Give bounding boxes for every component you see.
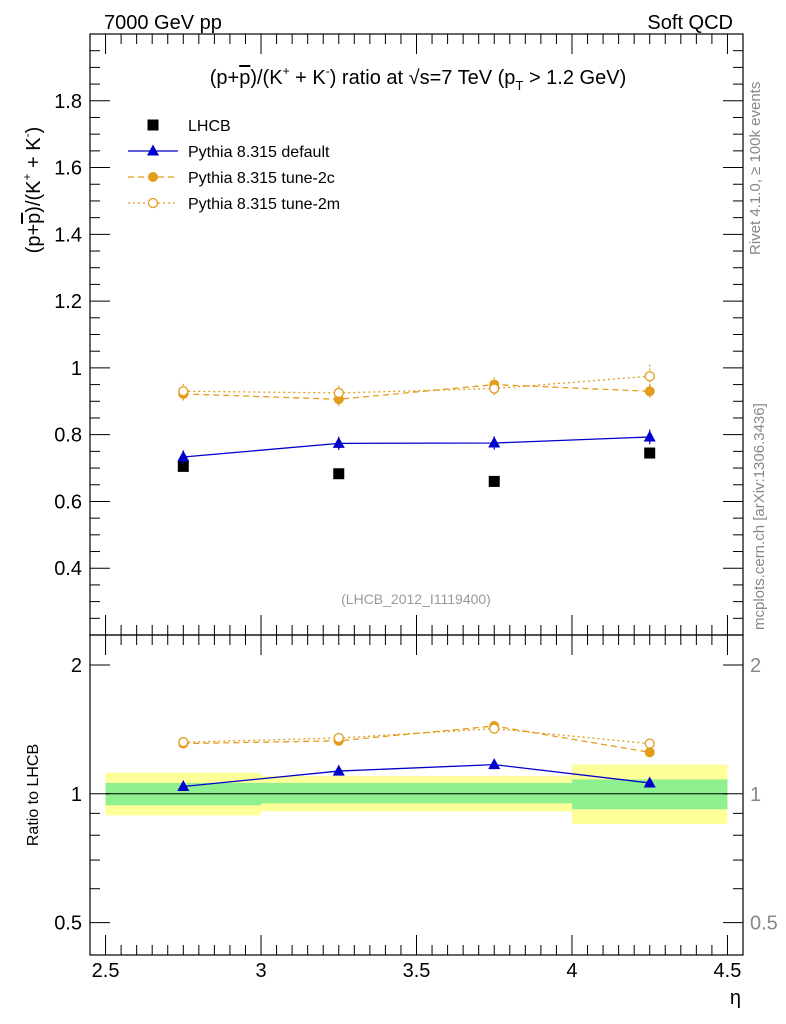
ratio-y-tick-label: 1	[71, 784, 82, 806]
main-series-0	[177, 447, 656, 487]
main-data-point	[643, 430, 656, 442]
main-y-tick-label: 1.6	[54, 158, 82, 180]
ratio-y-tick-label-right: 0.5	[750, 913, 778, 935]
main-series-3	[178, 364, 655, 401]
ratio-data-point	[488, 758, 501, 770]
mcplots-label: mcplots.cern.ch [arXiv:1306.3436]	[751, 403, 768, 630]
main-series-1	[177, 429, 656, 464]
legend-entry: Pythia 8.315 default	[128, 144, 330, 161]
main-data-point	[644, 447, 656, 459]
ratio-y-axis-label: Ratio to LHCB	[25, 744, 42, 846]
main-data-point	[333, 387, 344, 399]
x-tick-label: 4	[566, 960, 577, 982]
legend-marker	[147, 144, 159, 156]
main-data-point	[333, 468, 345, 480]
legend-entry: Pythia 8.315 tune-2c	[128, 170, 335, 187]
ratio-data-point	[333, 732, 344, 744]
ratio-y-tick-label: 2	[71, 655, 82, 677]
main-series-line	[183, 375, 650, 394]
ratio-series-line	[183, 725, 650, 753]
main-y-tick-label: 1.4	[54, 224, 82, 246]
ratio-data-point	[644, 738, 655, 749]
rivet-label: Rivet 4.1.0, ≥ 100k events	[747, 82, 764, 255]
legend-entry: Pythia 8.315 tune-2m	[128, 196, 340, 213]
ratio-data-point	[643, 776, 656, 788]
ratio-y-tick-label: 0.5	[54, 913, 82, 935]
header-right: Soft QCD	[647, 12, 733, 34]
legend-marker	[147, 119, 159, 131]
x-tick-label: 2.5	[92, 960, 120, 982]
axis-ticks	[89, 33, 744, 955]
ratio-data-point	[177, 779, 190, 791]
main-data-point	[644, 386, 655, 397]
ratio-uncertainty-bands	[105, 764, 728, 824]
main-y-tick-label: 1.2	[54, 291, 82, 313]
legend-label: Pythia 8.315 tune-2c	[188, 170, 335, 187]
ratio-series-2	[178, 723, 655, 749]
x-axis-label: η	[730, 987, 741, 1009]
main-series-line	[183, 383, 650, 400]
main-y-axis-label: (p+p)/(K+ + K-)	[20, 127, 45, 254]
stat-uncertainty-band	[261, 782, 417, 804]
ratio-data-point	[332, 764, 345, 776]
main-title: (p+p)/(K+ + K-) ratio at √s=7 TeV (pT > …	[210, 64, 626, 93]
legend-marker	[147, 197, 159, 209]
legend-marker	[148, 172, 158, 182]
x-tick-label: 4.5	[714, 960, 742, 982]
stat-uncertainty-band	[416, 782, 572, 804]
ratio-data-point	[178, 737, 189, 748]
ratio-series-0	[177, 758, 656, 791]
ratio-series-line	[183, 727, 650, 745]
main-y-tick-label: 0.4	[54, 558, 82, 580]
main-y-tick-label: 1.8	[54, 91, 82, 113]
legend-label: Pythia 8.315 tune-2m	[188, 196, 340, 213]
legend-label: Pythia 8.315 default	[188, 144, 330, 161]
main-data-point	[489, 383, 500, 394]
header-left: 7000 GeV pp	[104, 12, 222, 34]
main-data-point	[488, 475, 500, 487]
main-data-point	[177, 460, 189, 472]
main-y-tick-label: 0.8	[54, 425, 82, 447]
legend-label: LHCB	[188, 118, 231, 135]
main-y-tick-label: 0.6	[54, 491, 82, 513]
main-data-point	[178, 386, 189, 397]
main-series-line	[183, 436, 650, 458]
ratio-y-tick-label-right: 1	[750, 784, 761, 806]
analysis-watermark: (LHCB_2012_I1119400)	[341, 591, 491, 607]
ratio-y-tick-label-right: 2	[750, 655, 761, 677]
legend-entry: LHCB	[147, 118, 231, 135]
x-tick-label: 3.5	[403, 960, 431, 982]
main-data-point	[644, 371, 655, 382]
main-data-point	[488, 436, 501, 448]
legend: LHCB Pythia 8.315 default Pythia 8.315 tun…	[128, 118, 340, 213]
ratio-data-point	[489, 723, 500, 734]
chart-layer: 2.5 3 3.5 4 4.5 0.4 0.6 0.8 1 1.2 1.4 1.6 1.8 0.5 0.5 1…	[54, 33, 778, 982]
ratio-series-line	[183, 763, 650, 788]
x-tick-label: 3	[255, 960, 266, 982]
main-data-point	[177, 450, 190, 462]
main-y-tick-label: 1	[71, 358, 82, 380]
ratio-data-point	[644, 747, 655, 758]
main-data-point	[332, 436, 345, 448]
ratio-series-1	[178, 721, 655, 758]
